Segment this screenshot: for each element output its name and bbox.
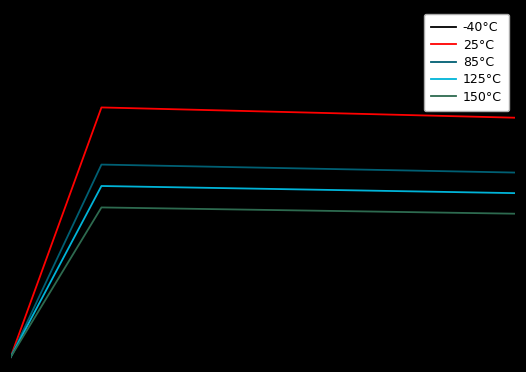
-40°C	[33, 295, 39, 299]
125°C	[33, 307, 39, 311]
85°C	[498, 170, 504, 174]
85°C	[240, 165, 246, 170]
-40°C	[7, 355, 14, 360]
Line: 85°C: 85°C	[11, 164, 515, 357]
150°C	[240, 207, 246, 212]
125°C	[253, 186, 259, 191]
150°C	[98, 205, 105, 210]
Line: 25°C: 25°C	[11, 108, 515, 357]
Line: 125°C: 125°C	[11, 186, 515, 357]
25°C	[33, 284, 39, 289]
25°C	[498, 115, 504, 119]
85°C	[512, 170, 519, 175]
150°C	[253, 208, 259, 212]
Line: -40°C: -40°C	[11, 143, 515, 357]
125°C	[7, 355, 14, 360]
25°C	[253, 109, 259, 113]
125°C	[98, 184, 105, 188]
25°C	[498, 115, 504, 119]
-40°C	[98, 141, 105, 145]
85°C	[7, 355, 14, 360]
25°C	[98, 105, 105, 110]
85°C	[498, 170, 504, 174]
125°C	[405, 189, 411, 193]
85°C	[405, 168, 411, 173]
125°C	[512, 191, 519, 195]
150°C	[498, 211, 504, 216]
25°C	[512, 115, 519, 120]
-40°C	[240, 144, 246, 148]
150°C	[498, 211, 504, 216]
150°C	[33, 313, 39, 317]
-40°C	[512, 150, 519, 154]
25°C	[7, 355, 14, 360]
-40°C	[498, 150, 504, 154]
Line: 150°C: 150°C	[11, 208, 515, 357]
125°C	[498, 191, 504, 195]
85°C	[98, 162, 105, 167]
85°C	[33, 301, 39, 305]
-40°C	[405, 147, 411, 152]
150°C	[7, 355, 14, 360]
25°C	[405, 113, 411, 117]
150°C	[512, 211, 519, 216]
25°C	[240, 109, 246, 113]
-40°C	[253, 144, 259, 149]
-40°C	[498, 150, 504, 154]
125°C	[240, 186, 246, 191]
Legend: -40°C, 25°C, 85°C, 125°C, 150°C: -40°C, 25°C, 85°C, 125°C, 150°C	[424, 14, 509, 111]
125°C	[498, 191, 504, 195]
85°C	[253, 165, 259, 170]
150°C	[405, 210, 411, 214]
